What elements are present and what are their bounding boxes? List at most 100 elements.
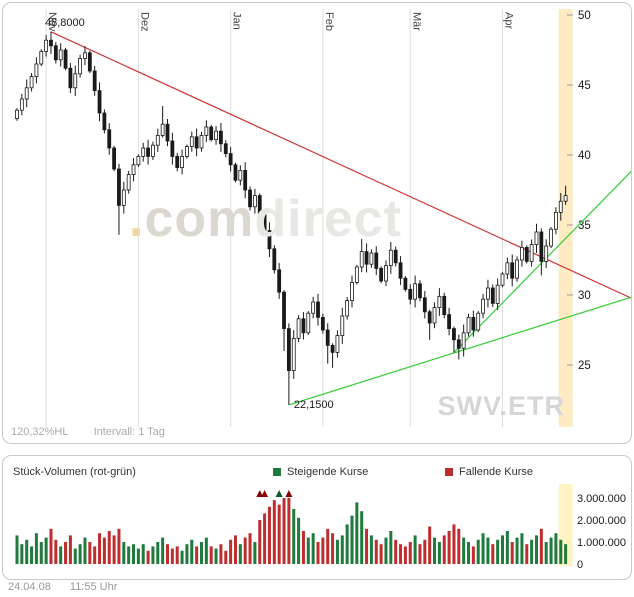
candle-body — [388, 249, 393, 266]
candle-body — [262, 213, 267, 232]
falling-label: Fallende Kurse — [459, 466, 533, 478]
volume-bar — [156, 542, 160, 564]
watermark-dot: . — [129, 190, 145, 248]
volume-axis-label: 2.000.000 — [577, 515, 626, 527]
volume-bar — [146, 550, 150, 564]
volume-bar — [496, 539, 500, 564]
candle-body — [223, 143, 228, 155]
volume-bar — [292, 509, 296, 564]
volume-bar — [476, 539, 480, 564]
month-label: Dez — [138, 12, 150, 32]
candle-body — [403, 277, 408, 290]
candle-body — [257, 195, 262, 215]
candle-body — [44, 39, 49, 52]
volume-bar — [544, 542, 548, 564]
volume-bar — [272, 500, 276, 564]
timestamp: 24.04.08 11:55 Uhr — [8, 581, 133, 593]
volume-bar — [418, 544, 422, 564]
volume-bar — [306, 537, 310, 564]
candle-body — [78, 58, 83, 75]
volume-bar — [423, 539, 427, 564]
volume-bar — [549, 537, 553, 564]
candle-body — [121, 189, 126, 206]
candle-body — [155, 134, 160, 146]
volume-bar — [30, 546, 34, 564]
volume-bar — [59, 546, 63, 564]
candle-body — [515, 259, 519, 279]
volume-bar — [248, 533, 252, 564]
volume-bar — [515, 537, 519, 564]
candle-body — [354, 266, 359, 283]
candle-body — [243, 169, 248, 191]
volume-bar — [151, 546, 155, 564]
volume-signal-arrow-icon — [261, 490, 269, 497]
candle-body — [175, 155, 180, 168]
volume-bar — [297, 517, 301, 564]
volume-bar — [98, 533, 102, 564]
candle-body — [92, 70, 97, 92]
candle-body — [180, 155, 184, 168]
candle-body — [19, 98, 24, 111]
volume-bar — [326, 528, 330, 564]
volume-bar — [199, 542, 203, 564]
candle-body — [544, 245, 549, 262]
volume-signal-arrow-icon — [275, 490, 283, 497]
volume-bar — [175, 546, 179, 564]
candle-body — [209, 126, 214, 140]
candle-body — [335, 335, 340, 353]
candle-body — [24, 87, 29, 100]
interval-label: Intervall: 1 Tag — [93, 426, 165, 438]
volume-bar — [374, 539, 378, 564]
candle-body — [558, 200, 563, 213]
candle-body — [359, 251, 364, 268]
candle-body — [131, 164, 136, 176]
volume-bar — [214, 548, 218, 564]
volume-signal-arrow-icon — [256, 490, 264, 497]
candle-body — [277, 269, 282, 293]
volume-bar — [258, 520, 262, 564]
month-label: Jan — [231, 12, 243, 30]
candle-body — [345, 300, 350, 317]
candle-body — [49, 39, 53, 47]
candle-body — [214, 130, 218, 140]
candle-body — [340, 315, 345, 337]
candle-body — [185, 146, 189, 157]
volume-bar — [39, 542, 43, 564]
volume-bar — [15, 535, 19, 564]
candle-body — [73, 73, 78, 89]
candle-body — [364, 251, 369, 265]
volume-bar — [471, 546, 475, 564]
volume-bar — [491, 544, 495, 564]
volume-bar — [408, 542, 412, 564]
volume-bar — [204, 537, 208, 564]
volume-signal-arrow-icon — [285, 490, 293, 497]
volume-bar — [224, 550, 228, 564]
candle-body — [393, 249, 398, 264]
volume-bar — [195, 546, 199, 564]
candle-body — [539, 231, 544, 262]
date-label: 24.04.08 — [8, 581, 51, 593]
candle-body — [219, 130, 223, 145]
volume-bar — [25, 539, 29, 564]
candle-body — [58, 49, 63, 61]
legend-rising: Steigende Kurse — [273, 466, 368, 478]
volume-bar — [180, 550, 184, 564]
volume-bar — [369, 535, 373, 564]
candle-body — [248, 189, 252, 208]
candle-body — [374, 252, 379, 269]
legend-falling: Fallende Kurse — [445, 466, 533, 478]
volume-bar — [510, 542, 514, 564]
volume-bar — [117, 528, 121, 564]
candle-body — [330, 344, 335, 353]
candle-body — [29, 76, 34, 89]
price-axis-label: 45 — [578, 80, 591, 92]
volume-bar — [559, 539, 563, 564]
candle-body — [238, 169, 243, 181]
volume-bar — [34, 533, 38, 564]
volume-bar — [73, 548, 77, 564]
candle-body — [563, 195, 568, 202]
candle-body — [291, 337, 296, 371]
volume-title: Stück-Volumen (rot-grün) — [13, 466, 136, 478]
candle-body — [189, 136, 194, 148]
